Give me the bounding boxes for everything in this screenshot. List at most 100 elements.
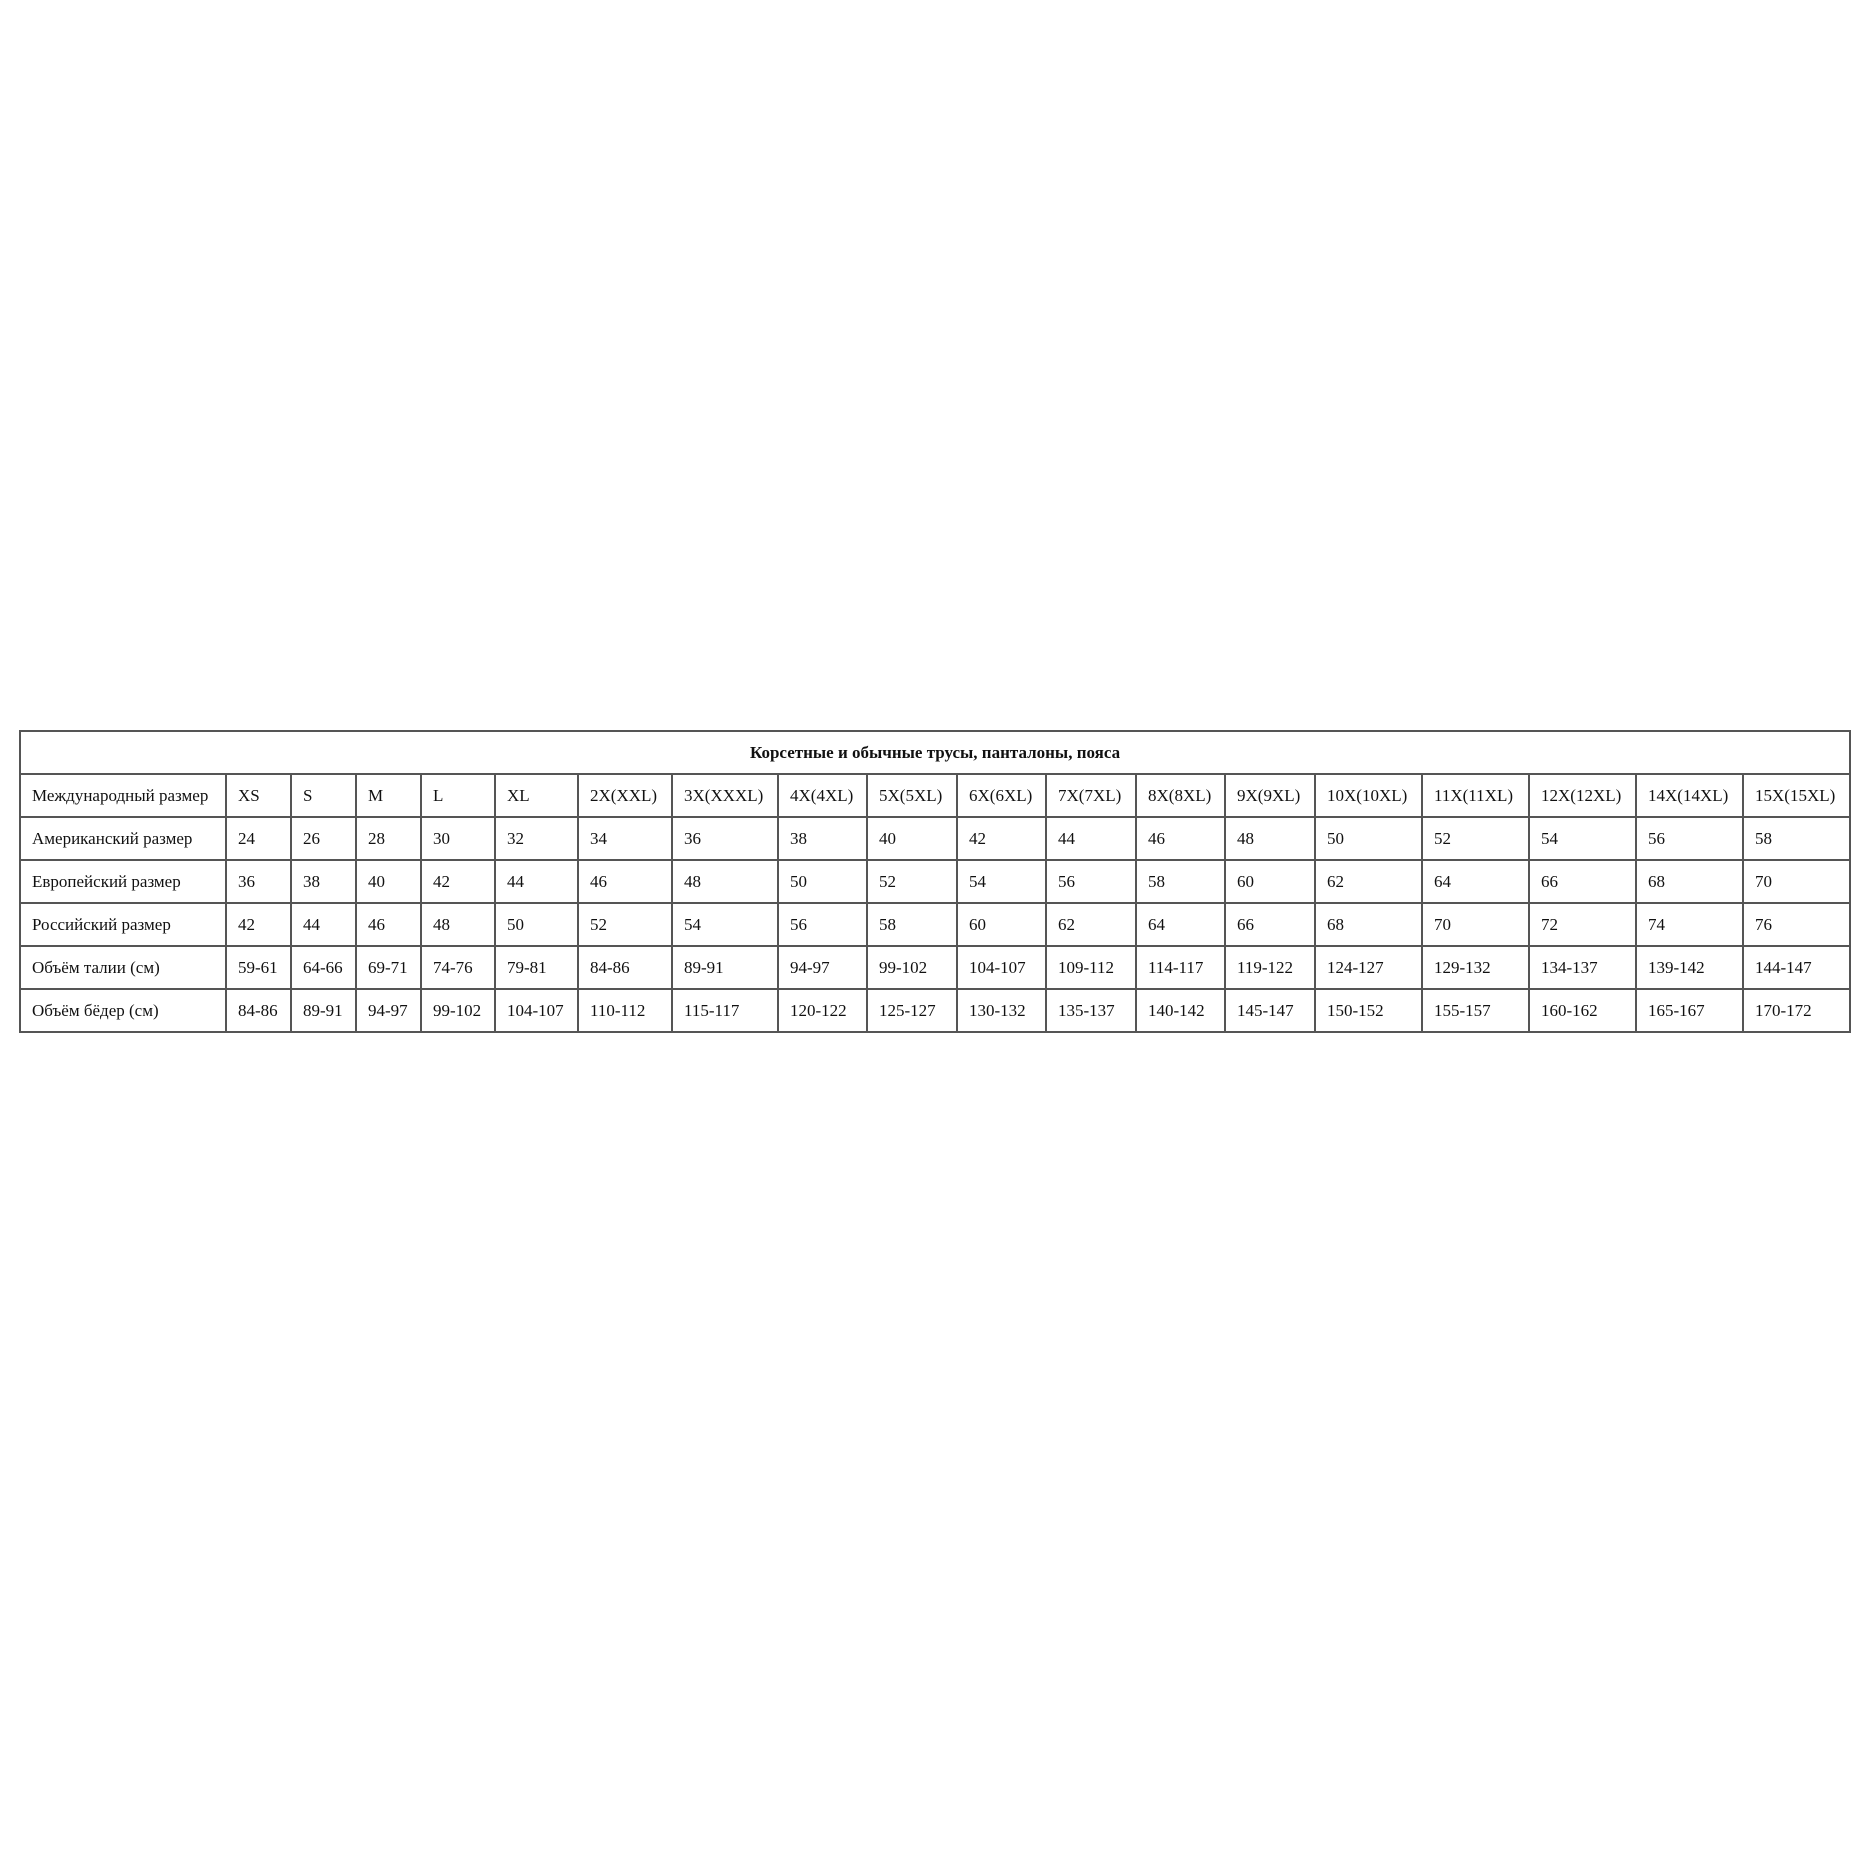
cell: 2X(XXL) xyxy=(577,773,673,818)
cell: 52 xyxy=(866,859,958,904)
cell: 62 xyxy=(1314,859,1423,904)
cell: 74 xyxy=(1635,902,1744,947)
cell: 68 xyxy=(1635,859,1744,904)
cell: 69-71 xyxy=(355,945,422,990)
cell: 50 xyxy=(777,859,868,904)
cell: 54 xyxy=(671,902,779,947)
cell: 99-102 xyxy=(420,988,496,1033)
cell: 28 xyxy=(355,816,422,861)
cell: 135-137 xyxy=(1045,988,1137,1033)
row-label: Объём талии (см) xyxy=(19,945,227,990)
cell: 94-97 xyxy=(355,988,422,1033)
table-row: Объём талии (см) 59-61 64-66 69-71 74-76 79-8… xyxy=(19,945,1852,990)
row-label: Американский размер xyxy=(19,816,227,861)
cell: 115-117 xyxy=(671,988,779,1033)
cell: 44 xyxy=(1045,816,1137,861)
cell: 52 xyxy=(1421,816,1530,861)
row-label: Европейский размер xyxy=(19,859,227,904)
cell: 89-91 xyxy=(671,945,779,990)
cell: 129-132 xyxy=(1421,945,1530,990)
cell: 6X(6XL) xyxy=(956,773,1047,818)
cell: 42 xyxy=(225,902,292,947)
size-table: Корсетные и обычные трусы, панталоны, по… xyxy=(18,730,1852,1033)
cell: 150-152 xyxy=(1314,988,1423,1033)
cell: 54 xyxy=(1528,816,1637,861)
cell: 62 xyxy=(1045,902,1137,947)
cell: 120-122 xyxy=(777,988,868,1033)
cell: 38 xyxy=(290,859,357,904)
row-label: Российский размер xyxy=(19,902,227,947)
cell: S xyxy=(290,773,357,818)
cell: 74-76 xyxy=(420,945,496,990)
cell: 125-127 xyxy=(866,988,958,1033)
cell: 79-81 xyxy=(494,945,579,990)
cell: 66 xyxy=(1528,859,1637,904)
cell: 70 xyxy=(1741,859,1852,904)
cell: 50 xyxy=(494,902,579,947)
cell: 84-86 xyxy=(577,945,673,990)
cell: 165-167 xyxy=(1635,988,1744,1033)
cell: XS xyxy=(225,773,292,818)
cell: 89-91 xyxy=(290,988,357,1033)
cell: 42 xyxy=(420,859,496,904)
cell: 59-61 xyxy=(225,945,292,990)
cell: 64 xyxy=(1135,902,1226,947)
cell: L xyxy=(420,773,496,818)
cell: 70 xyxy=(1421,902,1530,947)
cell: 170-172 xyxy=(1741,988,1852,1033)
table-body: Корсетные и обычные трусы, панталоны, по… xyxy=(18,730,1852,1033)
cell: 32 xyxy=(494,816,579,861)
table-row: Объём бёдер (см) 84-86 89-91 94-97 99-102 104… xyxy=(19,988,1852,1033)
cell: 58 xyxy=(1741,816,1852,861)
cell: 139-142 xyxy=(1635,945,1744,990)
cell: XL xyxy=(494,773,579,818)
cell: 56 xyxy=(1045,859,1137,904)
cell: 144-147 xyxy=(1741,945,1852,990)
cell: 60 xyxy=(1224,859,1316,904)
cell: 48 xyxy=(420,902,496,947)
cell: M xyxy=(355,773,422,818)
table-row: Международный размер XS S M L XL 2X(XXL) 3X(XXX… xyxy=(19,773,1852,818)
cell: 109-112 xyxy=(1045,945,1137,990)
cell: 104-107 xyxy=(494,988,579,1033)
cell: 134-137 xyxy=(1528,945,1637,990)
title-row: Корсетные и обычные трусы, панталоны, по… xyxy=(18,730,1852,775)
cell: 110-112 xyxy=(577,988,673,1033)
cell: 46 xyxy=(355,902,422,947)
table-title: Корсетные и обычные трусы, панталоны, по… xyxy=(18,730,1852,775)
cell: 44 xyxy=(290,902,357,947)
cell: 9X(9XL) xyxy=(1224,773,1316,818)
cell: 155-157 xyxy=(1421,988,1530,1033)
cell: 40 xyxy=(355,859,422,904)
cell: 119-122 xyxy=(1224,945,1316,990)
cell: 60 xyxy=(956,902,1047,947)
cell: 68 xyxy=(1314,902,1423,947)
cell: 130-132 xyxy=(956,988,1047,1033)
cell: 58 xyxy=(1135,859,1226,904)
cell: 5X(5XL) xyxy=(866,773,958,818)
cell: 76 xyxy=(1741,902,1852,947)
row-label: Международный размер xyxy=(19,773,227,818)
cell: 84-86 xyxy=(225,988,292,1033)
table-row: Российский размер 42 44 46 48 50 52 54 56 58 60 62 6… xyxy=(19,902,1852,947)
cell: 36 xyxy=(225,859,292,904)
cell: 56 xyxy=(1635,816,1744,861)
cell: 4X(4XL) xyxy=(777,773,868,818)
cell: 44 xyxy=(494,859,579,904)
cell: 48 xyxy=(671,859,779,904)
cell: 30 xyxy=(420,816,496,861)
cell: 12X(12XL) xyxy=(1528,773,1637,818)
cell: 72 xyxy=(1528,902,1637,947)
cell: 99-102 xyxy=(866,945,958,990)
table-row: Американский размер 24 26 28 30 32 34 36 38 40 42 4… xyxy=(19,816,1852,861)
row-label: Объём бёдер (см) xyxy=(19,988,227,1033)
cell: 11X(11XL) xyxy=(1421,773,1530,818)
cell: 14X(14XL) xyxy=(1635,773,1744,818)
cell: 15X(15XL) xyxy=(1741,773,1852,818)
cell: 38 xyxy=(777,816,868,861)
cell: 104-107 xyxy=(956,945,1047,990)
cell: 66 xyxy=(1224,902,1316,947)
cell: 26 xyxy=(290,816,357,861)
cell: 40 xyxy=(866,816,958,861)
cell: 34 xyxy=(577,816,673,861)
